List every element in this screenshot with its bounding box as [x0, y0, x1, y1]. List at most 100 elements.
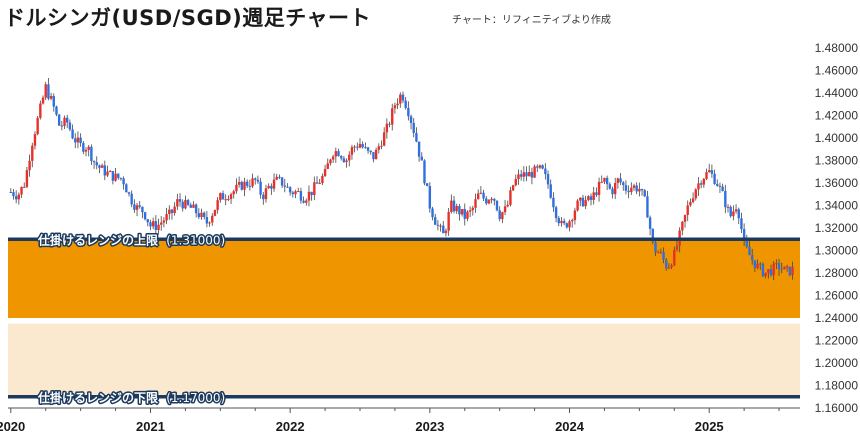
- candle-body: [272, 179, 276, 189]
- candle-body: [39, 103, 42, 118]
- candle-body: [562, 220, 566, 224]
- candle-body: [305, 200, 308, 203]
- candle-body: [640, 188, 644, 191]
- candle-body: [60, 125, 64, 127]
- candle-body: [66, 117, 69, 123]
- candle-body: [761, 263, 765, 277]
- candle-body: [184, 199, 187, 209]
- candle-body: [176, 199, 179, 207]
- candle-body: [256, 179, 260, 182]
- candle-body: [554, 207, 558, 219]
- candle-body: [619, 178, 622, 183]
- y-tick-label: 1.24000: [815, 311, 859, 325]
- candle-body: [57, 114, 61, 126]
- candle-body: [777, 262, 781, 270]
- x-tick-label: 2024: [555, 419, 585, 434]
- candle-body: [310, 191, 313, 196]
- candle-body: [262, 194, 265, 200]
- candle-body: [605, 177, 609, 185]
- candle-body: [718, 185, 722, 187]
- candle-body: [31, 145, 34, 161]
- candle-body: [662, 251, 665, 260]
- candle-body: [528, 172, 531, 177]
- candle-body: [186, 199, 190, 205]
- candle-body: [788, 266, 791, 276]
- candle-body: [519, 174, 523, 177]
- candle-body: [431, 208, 434, 218]
- candle-body: [471, 207, 475, 211]
- candle-body: [372, 152, 375, 160]
- candle-body: [759, 263, 762, 265]
- candle-body: [108, 171, 112, 173]
- candle-body: [149, 222, 152, 227]
- candle-body: [423, 160, 426, 184]
- candle-body: [675, 245, 679, 250]
- candle-body: [353, 146, 356, 148]
- candle-body: [713, 173, 716, 184]
- candle-body: [168, 209, 171, 215]
- chart-title: ドルシンガ(USD/SGD)週足チャート: [4, 6, 372, 30]
- candle-body: [100, 165, 104, 168]
- candle-body: [350, 147, 354, 155]
- upper-range-zone: [8, 239, 800, 318]
- x-tick-label: 2025: [695, 419, 724, 434]
- candle-body: [141, 206, 144, 213]
- candle-body: [160, 222, 163, 225]
- candle-body: [659, 251, 663, 253]
- candle-body: [315, 182, 319, 184]
- candle-body: [143, 212, 147, 220]
- candle-body: [581, 197, 585, 207]
- candle-body: [219, 193, 222, 201]
- candle-body: [385, 123, 389, 133]
- candle-body: [33, 134, 37, 146]
- candle-body: [460, 209, 464, 215]
- candle-body: [302, 200, 305, 203]
- candle-body: [404, 100, 407, 108]
- candle-body: [498, 210, 501, 220]
- range-upper-value: (1.31000): [166, 233, 225, 247]
- candle-body: [103, 165, 107, 176]
- candle-body: [409, 116, 413, 123]
- y-tick-label: 1.34000: [815, 199, 859, 213]
- candle-body: [205, 217, 209, 224]
- candle-body: [178, 199, 182, 202]
- candle-body: [785, 266, 789, 268]
- candle-body: [627, 190, 630, 193]
- y-axis-ticks: 1.48000 1.46000 1.44000 1.42000 1.40000 1.380…: [815, 41, 859, 415]
- candle-body: [522, 172, 526, 177]
- y-tick-label: 1.20000: [815, 356, 859, 370]
- candle-body: [318, 183, 321, 185]
- candle-body: [165, 214, 168, 221]
- candle-body: [630, 187, 633, 193]
- candle-body: [571, 220, 574, 222]
- candle-body: [412, 122, 415, 133]
- y-tick-label: 1.48000: [815, 41, 859, 55]
- candle-body: [455, 205, 458, 212]
- candle-body: [447, 211, 450, 231]
- y-tick-label: 1.36000: [815, 176, 859, 190]
- candle-body: [485, 198, 488, 204]
- candle-body: [170, 209, 174, 214]
- y-tick-label: 1.40000: [815, 131, 859, 145]
- candle-body: [538, 165, 542, 168]
- x-tick-label: 2021: [136, 419, 165, 434]
- candle-body: [307, 191, 311, 201]
- candle-body: [227, 199, 230, 201]
- candle-body: [495, 200, 499, 211]
- candle-body: [119, 177, 123, 179]
- candle-body: [686, 205, 689, 215]
- candle-body: [708, 170, 711, 173]
- x-tick-label: 2022: [276, 419, 305, 434]
- candle-body: [592, 192, 595, 200]
- candle-body: [434, 217, 437, 225]
- candle-body: [41, 97, 45, 104]
- candle-body: [366, 147, 370, 151]
- candle-body: [780, 269, 783, 271]
- candle-body: [240, 181, 244, 190]
- candle-body: [243, 181, 246, 190]
- range-lower-label-text: 仕掛けるレンジの下限: [37, 390, 158, 405]
- candle-body: [146, 219, 149, 223]
- chart-source-credit: チャート：リフィニティブより作成: [452, 15, 611, 26]
- candle-body: [125, 184, 128, 193]
- candle-body: [597, 181, 601, 196]
